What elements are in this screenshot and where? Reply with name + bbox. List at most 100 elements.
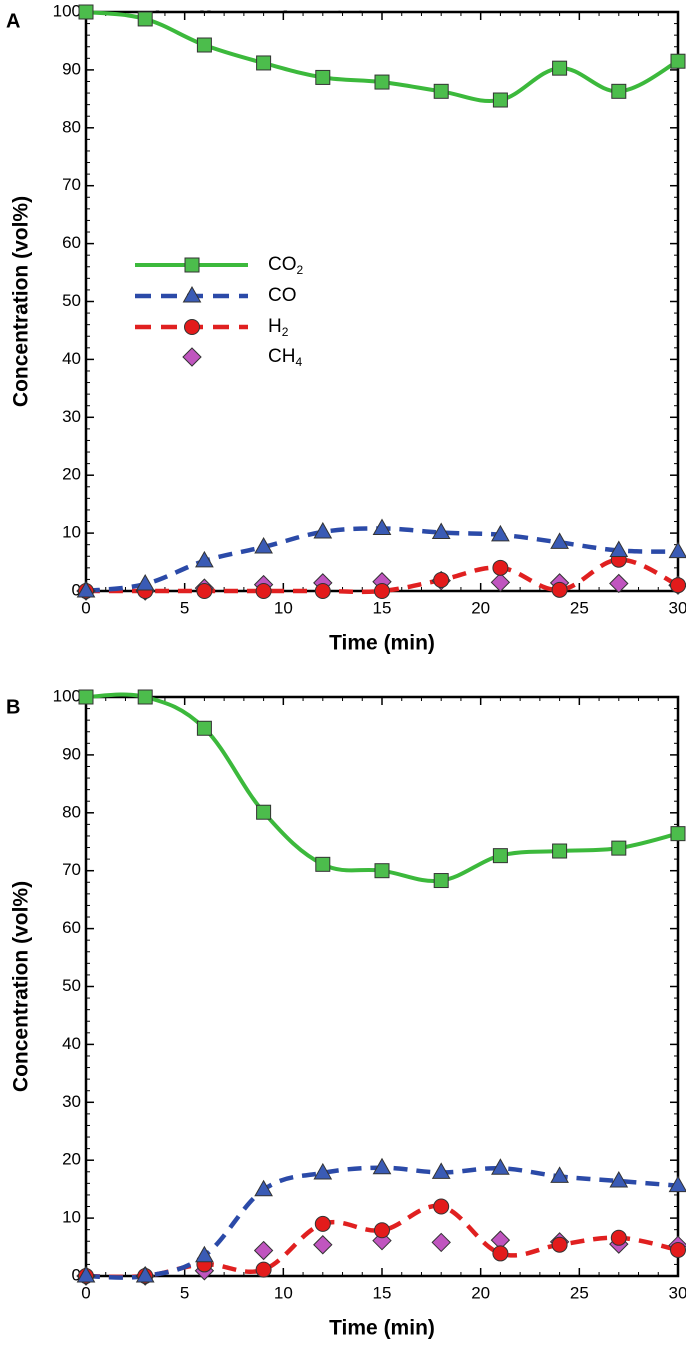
- y-tick-label: 80: [62, 117, 81, 136]
- ch4-point: [490, 572, 511, 593]
- co-point: [135, 1265, 155, 1283]
- co2-point: [256, 55, 272, 71]
- plot-frame: [84, 695, 680, 1278]
- co2-point: [611, 840, 627, 856]
- legend-marker-h2: [184, 319, 200, 335]
- h2-point: [670, 1241, 686, 1258]
- co2-point: [315, 69, 331, 85]
- x-tick-label: 30: [669, 1283, 686, 1302]
- co-point: [609, 540, 629, 557]
- y-tick-label: 20: [62, 465, 81, 484]
- legend-label-main: H: [268, 316, 282, 337]
- x-tick-label: 0: [81, 598, 90, 617]
- h2-point: [374, 1222, 390, 1239]
- co-point: [550, 532, 569, 549]
- y-tick-label: 40: [62, 1034, 81, 1053]
- h2-point: [670, 577, 686, 594]
- x-tick-label: 30: [669, 598, 686, 617]
- ch4-point: [431, 1232, 451, 1253]
- x-tick-label: 5: [180, 1283, 189, 1302]
- h2-point: [610, 1229, 627, 1246]
- y-tick-label: 70: [62, 175, 81, 194]
- h2-point: [551, 581, 568, 598]
- co-point: [313, 521, 333, 539]
- legend-label-ch4: CH4: [268, 346, 302, 369]
- legend-marker-co2: [184, 257, 200, 273]
- panel-letter: B: [6, 696, 20, 718]
- y-tick-label: 50: [62, 976, 81, 995]
- legend-marker-ch4: [182, 347, 202, 367]
- co-point: [491, 524, 510, 542]
- h2-point: [433, 571, 450, 588]
- co2-point: [670, 826, 686, 842]
- h2-point: [551, 1236, 568, 1253]
- legend-label-main: CH: [268, 346, 295, 367]
- x-tick-label: 10: [274, 1283, 293, 1302]
- co2-point: [492, 848, 508, 864]
- co2-point: [611, 83, 627, 99]
- x-tick-label: 25: [570, 1283, 589, 1302]
- co-point: [195, 550, 214, 568]
- co2-series-line: [85, 692, 679, 883]
- y-tick-label: 10: [62, 1208, 81, 1227]
- x-tick-label: 25: [570, 598, 589, 617]
- co-point: [372, 518, 392, 535]
- h2-point: [433, 1198, 450, 1215]
- legend-label-subscript: 2: [282, 325, 289, 339]
- h2-point: [492, 559, 509, 576]
- legend-marker-co: [182, 285, 202, 303]
- co-point: [491, 1158, 510, 1175]
- co2-point: [256, 804, 272, 820]
- co-point: [668, 541, 686, 559]
- co2-point: [137, 11, 153, 27]
- h2-point: [374, 583, 390, 599]
- y-tick-label: 90: [62, 59, 81, 78]
- y-tick-label: 80: [62, 802, 81, 821]
- y-tick-label: 30: [62, 407, 81, 426]
- ch4-point: [609, 573, 629, 594]
- x-axis-label: Time (min): [329, 1317, 435, 1340]
- y-tick-label: 10: [62, 523, 81, 542]
- y-tick-label: 50: [62, 291, 81, 310]
- panel-letter: A: [6, 10, 20, 32]
- co2-point: [433, 83, 449, 99]
- co-point: [254, 1179, 273, 1197]
- ch4-point: [253, 1240, 274, 1261]
- legend-label-co: CO: [268, 285, 297, 306]
- legend-label-co2: CO2: [268, 254, 304, 277]
- co-point: [550, 1166, 569, 1183]
- co-point: [431, 522, 451, 540]
- y-tick-label: 100: [53, 1, 81, 20]
- panel-b: BBlending ratio = 0.10102030405060708090…: [6, 686, 686, 1340]
- co-point: [195, 1245, 214, 1263]
- co-point: [609, 1171, 629, 1188]
- y-tick-label: 0: [72, 1265, 81, 1284]
- y-axis-label: Concentration (vol%): [10, 196, 33, 407]
- y-tick-label: 60: [62, 233, 81, 252]
- y-tick-label: 40: [62, 349, 81, 368]
- legend: CO2 CO H2 CH4: [135, 254, 304, 369]
- co2-point: [137, 689, 153, 705]
- co2-point: [78, 4, 94, 20]
- legend-label-main: CO: [268, 285, 297, 306]
- co2-point: [492, 92, 508, 108]
- legend-label-subscript: 4: [295, 355, 302, 369]
- co2-point: [196, 720, 212, 736]
- x-tick-label: 20: [471, 1283, 490, 1302]
- co-point: [76, 1265, 96, 1283]
- h2-point: [196, 583, 213, 599]
- co2-point: [196, 37, 212, 53]
- ch4-point: [313, 1235, 333, 1255]
- h2-point: [314, 583, 331, 599]
- y-tick-label: 100: [53, 686, 81, 705]
- h2-point: [255, 583, 272, 599]
- h2-point: [314, 1215, 331, 1232]
- co2-point: [670, 53, 686, 69]
- y-tick-label: 0: [72, 580, 81, 599]
- co-point: [254, 536, 273, 554]
- y-tick-label: 20: [62, 1150, 81, 1169]
- y-tick-label: 30: [62, 1092, 81, 1111]
- y-tick-label: 90: [62, 744, 81, 763]
- x-tick-label: 10: [274, 598, 293, 617]
